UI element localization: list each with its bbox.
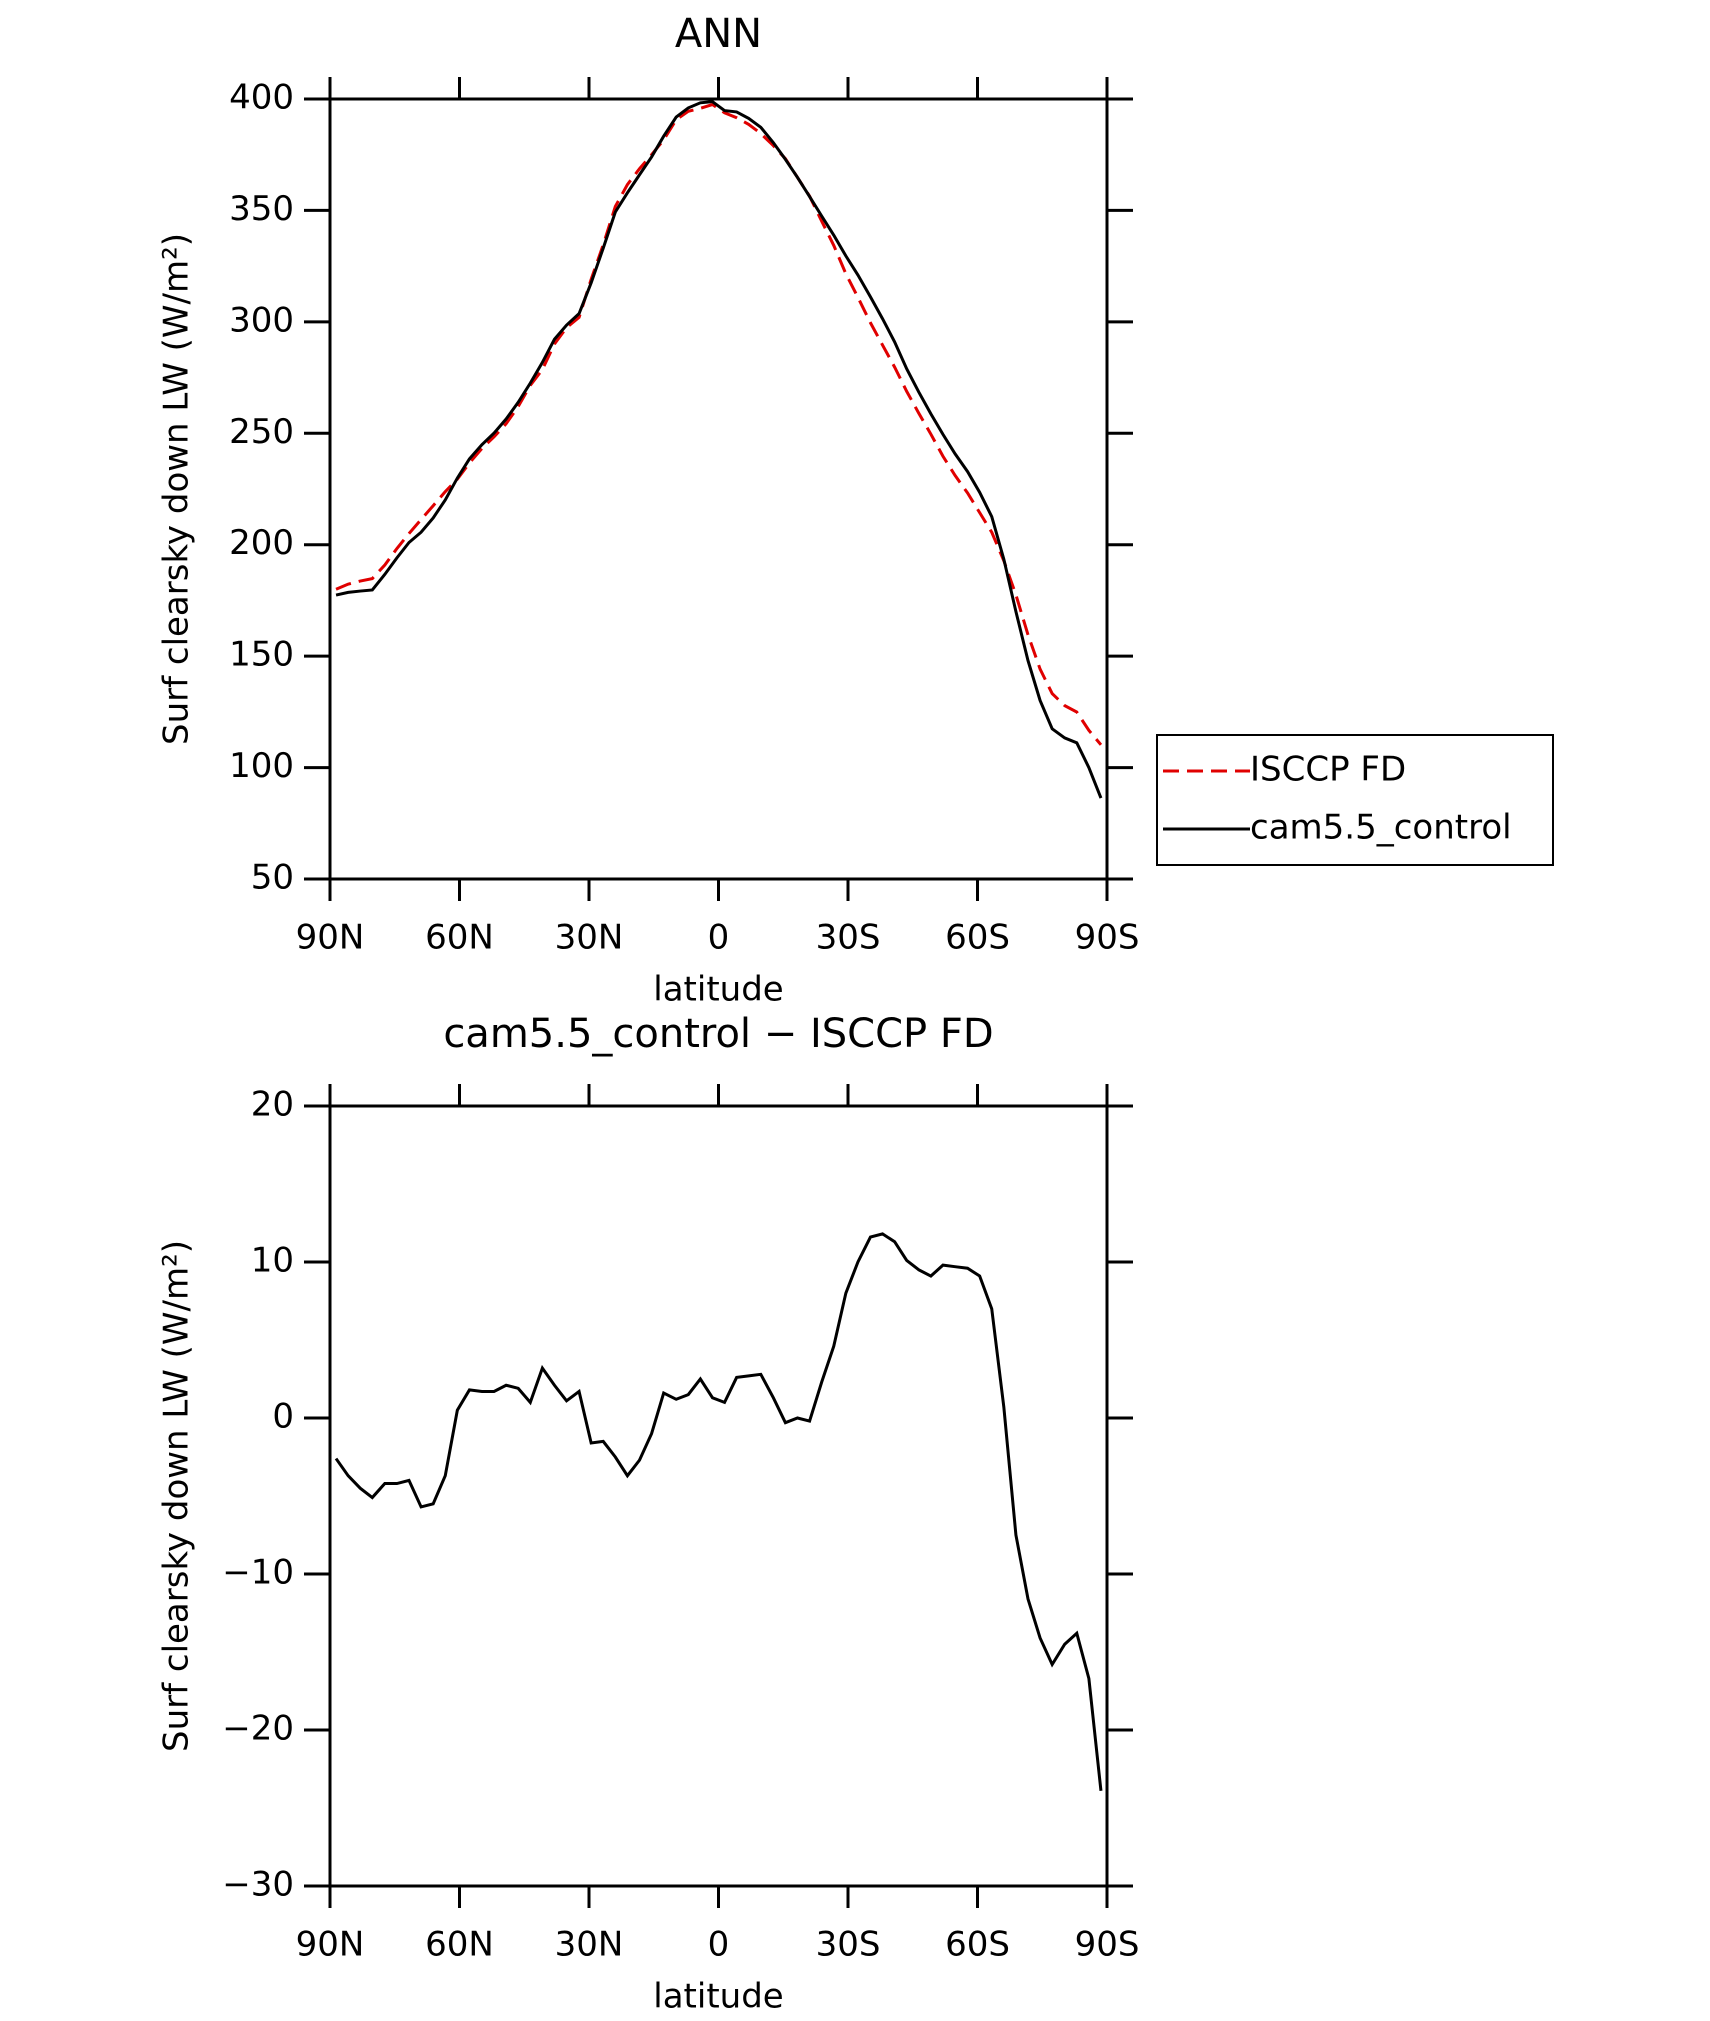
y-tick-label: −20: [222, 1709, 294, 1749]
y-tick-label: 300: [229, 300, 294, 340]
x-tick-label: 30N: [555, 918, 624, 958]
y-tick-label: 20: [251, 1085, 294, 1125]
x-axis-label: latitude: [653, 970, 783, 1010]
y-tick-label: 50: [251, 858, 294, 898]
x-tick-label: 30N: [555, 1925, 624, 1965]
x-tick-label: 60S: [945, 918, 1010, 958]
y-tick-label: 250: [229, 412, 294, 452]
y-tick-label: 0: [272, 1397, 294, 1437]
x-axis-label: latitude: [653, 1977, 783, 2017]
y-tick-label: 150: [229, 635, 294, 675]
x-tick-label: 30S: [816, 918, 881, 958]
x-tick-label: 90N: [296, 918, 365, 958]
y-axis-label: Surf clearsky down LW (W/m²): [157, 1240, 197, 1752]
plot-frame: [328, 97, 1109, 881]
y-tick-label: 400: [229, 78, 294, 118]
plot-frame: [328, 1104, 1109, 1888]
chart-title: cam5.5_control − ISCCP FD: [443, 1011, 993, 1057]
x-tick-label: 0: [708, 918, 730, 958]
chart-title: ANN: [675, 11, 762, 57]
x-tick-label: 0: [708, 1925, 730, 1965]
x-tick-label: 90N: [296, 1925, 365, 1965]
x-tick-label: 60N: [425, 918, 494, 958]
legend-label: ISCCP FD: [1250, 750, 1406, 790]
x-tick-label: 60S: [945, 1925, 1010, 1965]
data-line: [334, 1232, 1103, 1792]
y-tick-label: 200: [229, 523, 294, 563]
data-line: [335, 100, 1103, 799]
data-line: [335, 102, 1103, 746]
x-tick-label: 90S: [1075, 1925, 1140, 1965]
legend-box: [1156, 734, 1554, 866]
y-tick-label: 100: [229, 746, 294, 786]
y-tick-label: −30: [222, 1865, 294, 1905]
legend-label: cam5.5_control: [1250, 808, 1512, 848]
y-tick-label: −10: [222, 1553, 294, 1593]
y-axis-label: Surf clearsky down LW (W/m²): [157, 233, 197, 745]
x-tick-label: 30S: [816, 1925, 881, 1965]
x-tick-label: 90S: [1075, 918, 1140, 958]
x-tick-label: 60N: [425, 1925, 494, 1965]
y-tick-label: 350: [229, 189, 294, 229]
y-tick-label: 10: [251, 1241, 294, 1281]
